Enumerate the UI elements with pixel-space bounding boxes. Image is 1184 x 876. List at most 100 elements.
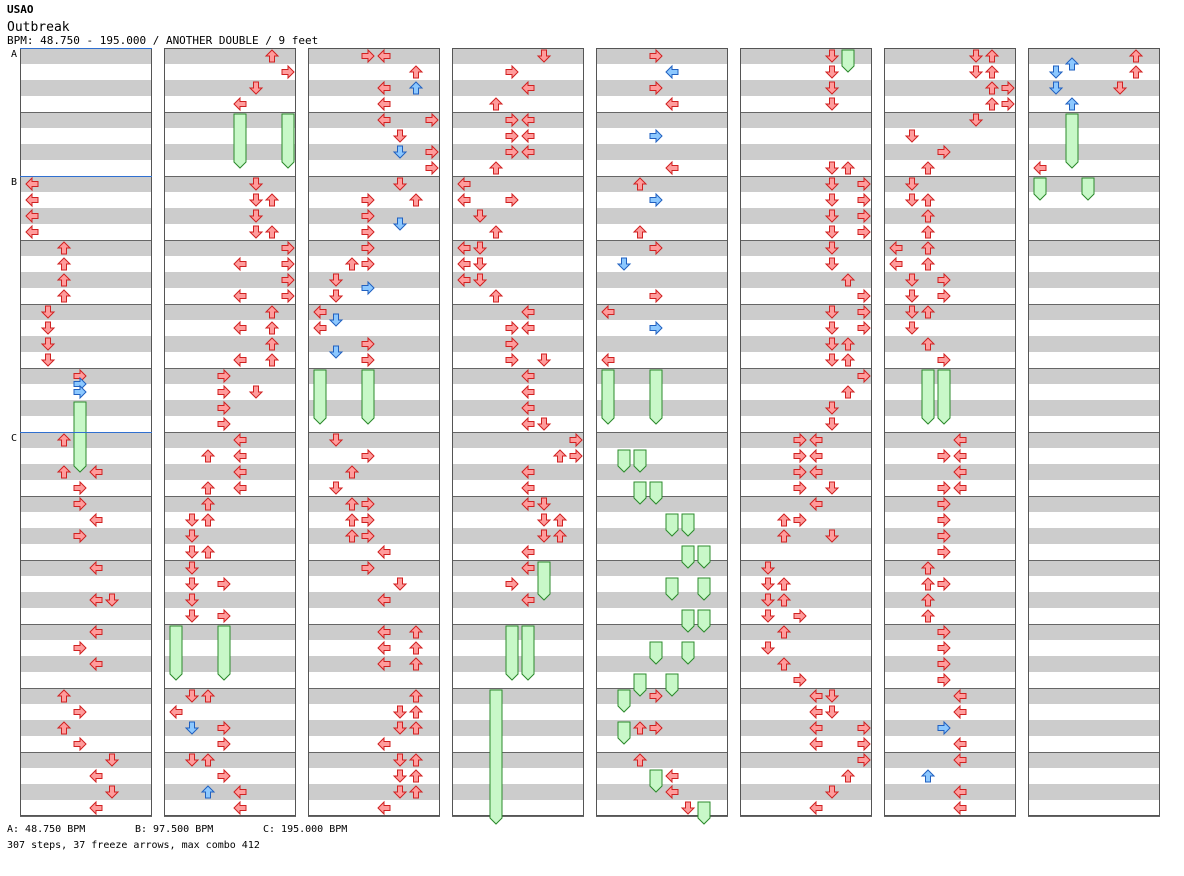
step-arrow [601, 352, 615, 368]
step-arrow [857, 736, 871, 752]
beat-stripe [740, 656, 872, 672]
step-arrow [328, 433, 344, 447]
freeze-arrow [665, 513, 679, 537]
beat-stripe [452, 400, 584, 416]
step-arrow [953, 688, 967, 704]
step-arrow [521, 544, 535, 560]
step-arrow [937, 672, 951, 688]
beat-stripe [740, 784, 872, 800]
beat-stripe [1028, 624, 1160, 640]
freeze-arrow [681, 609, 695, 633]
step-arrow [1033, 160, 1047, 176]
step-arrow [521, 464, 535, 480]
step-arrow [824, 305, 840, 319]
freeze-arrow [681, 641, 695, 665]
step-arrow [793, 608, 807, 624]
step-arrow [904, 305, 920, 319]
step-arrow [521, 560, 535, 576]
step-arrow [809, 496, 823, 512]
step-arrow [217, 576, 231, 592]
column-frame [164, 48, 296, 816]
step-arrow [89, 464, 103, 480]
beat-stripe [884, 48, 1016, 64]
step-arrow [824, 81, 840, 95]
step-arrow [344, 465, 360, 479]
beat-stripe [884, 784, 1016, 800]
step-arrow [953, 432, 967, 448]
step-arrow [281, 272, 295, 288]
step-arrow [472, 273, 488, 287]
step-arrow [73, 640, 87, 656]
step-arrow [809, 448, 823, 464]
beat-stripe [164, 752, 296, 768]
beat-stripe [884, 560, 1016, 576]
beat-stripe [308, 752, 440, 768]
beat-stripe [596, 592, 728, 608]
beat-stripe [20, 784, 152, 800]
step-arrow [809, 464, 823, 480]
step-arrow [233, 256, 247, 272]
beat-stripe [1028, 368, 1160, 384]
step-arrow [56, 465, 72, 479]
freeze-arrow [1065, 113, 1079, 169]
column-frame [308, 48, 440, 816]
beat-stripe [1028, 272, 1160, 288]
step-arrow [953, 784, 967, 800]
step-arrow [937, 576, 951, 592]
step-arrow [1001, 80, 1015, 96]
beat-stripe [1028, 112, 1160, 128]
beat-stripe [596, 176, 728, 192]
step-arrow [840, 385, 856, 399]
step-arrow [1128, 49, 1144, 63]
step-arrow [937, 272, 951, 288]
chart-column [740, 48, 872, 817]
step-arrow [809, 736, 823, 752]
step-arrow [776, 577, 792, 591]
step-arrow [328, 273, 344, 287]
step-arrow [344, 513, 360, 527]
step-arrow [392, 753, 408, 767]
beat-stripe [596, 496, 728, 512]
step-arrow [104, 593, 120, 607]
freeze-arrow [313, 369, 327, 425]
step-arrow [937, 720, 951, 736]
step-arrow [377, 48, 391, 64]
step-arrow [937, 480, 951, 496]
freeze-arrow [281, 113, 295, 169]
step-arrow [840, 273, 856, 287]
step-arrow [665, 64, 679, 80]
step-arrow [536, 529, 552, 543]
step-arrow [953, 480, 967, 496]
step-arrow [73, 528, 87, 544]
beat-stripe [164, 496, 296, 512]
step-arrow [760, 577, 776, 591]
step-arrow [89, 512, 103, 528]
beat-stripe [164, 432, 296, 448]
beat-stripe [884, 80, 1016, 96]
beat-stripe [20, 720, 152, 736]
step-arrow [264, 305, 280, 319]
beat-stripe [452, 432, 584, 448]
step-arrow [361, 208, 375, 224]
step-arrow [857, 176, 871, 192]
step-arrow [920, 225, 936, 239]
step-arrow [184, 753, 200, 767]
step-arrow [536, 353, 552, 367]
beat-stripe [884, 112, 1016, 128]
beat-stripe [884, 592, 1016, 608]
step-arrow [264, 321, 280, 335]
beat-stripe [884, 304, 1016, 320]
freeze-arrow [169, 625, 183, 681]
step-arrow [408, 193, 424, 207]
step-arrow [425, 144, 439, 160]
step-arrow [184, 529, 200, 543]
beat-stripe [308, 80, 440, 96]
step-arrow [649, 128, 663, 144]
step-arrow [984, 65, 1000, 79]
beat-stripe [308, 784, 440, 800]
step-arrow [953, 752, 967, 768]
beat-stripe [1028, 496, 1160, 512]
beat-stripe [452, 240, 584, 256]
chart-column [20, 48, 152, 817]
step-arrow [377, 624, 391, 640]
